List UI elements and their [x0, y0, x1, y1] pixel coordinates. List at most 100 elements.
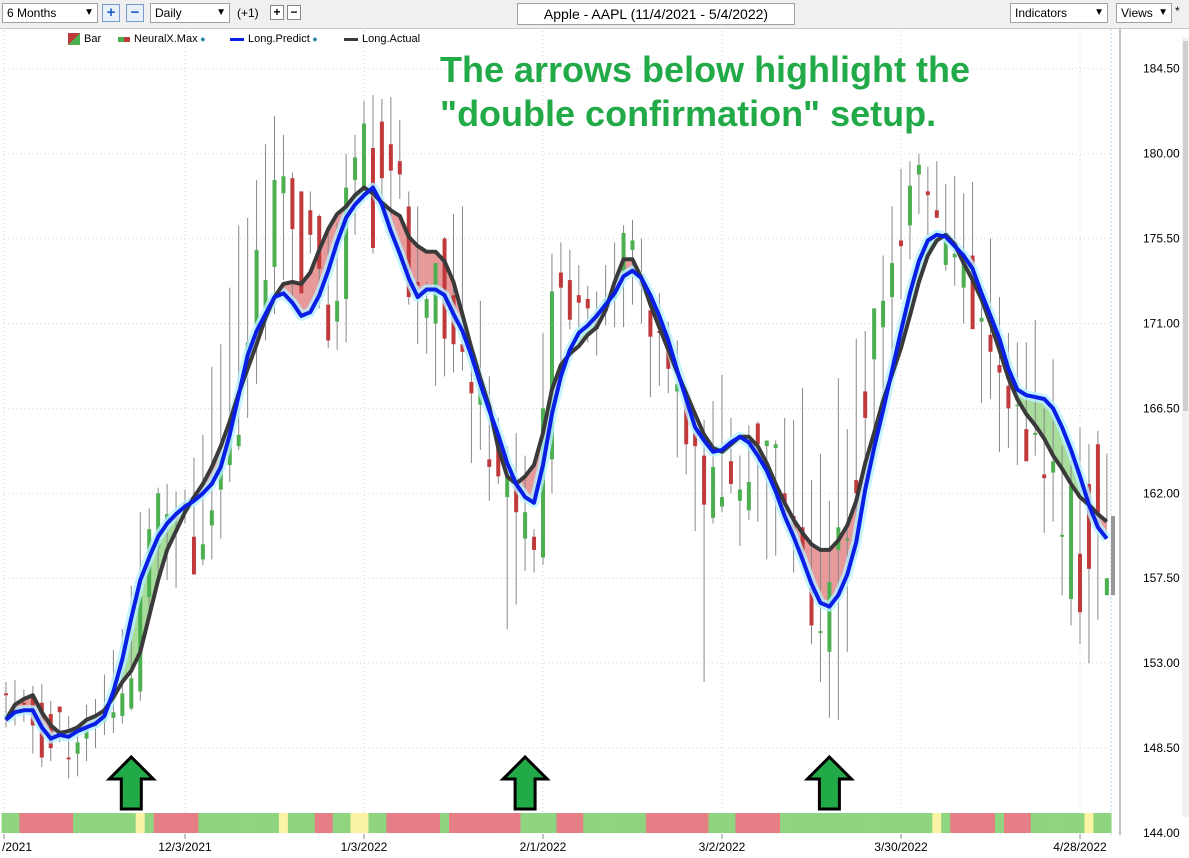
- signal-cell: [690, 813, 700, 833]
- signal-cell: [601, 813, 611, 833]
- views-select[interactable]: Views ▼: [1116, 3, 1172, 23]
- signal-cell: [314, 813, 324, 833]
- period-select[interactable]: 6 Months ▼: [2, 3, 98, 23]
- indicators-select[interactable]: Indicators ▼: [1010, 3, 1108, 23]
- legend-bar[interactable]: Bar: [68, 33, 102, 46]
- legend-long-actual[interactable]: Long.Actual: [344, 33, 420, 45]
- signal-cell: [771, 813, 781, 833]
- signal-cell: [583, 813, 593, 833]
- candle-body: [335, 300, 340, 322]
- interval-select[interactable]: Daily ▼: [150, 3, 230, 23]
- candle-body: [746, 482, 751, 511]
- line-swatch-icon: [344, 37, 358, 41]
- candle-body: [442, 238, 447, 339]
- candle-body: [272, 180, 277, 267]
- candle-body: [1024, 429, 1029, 462]
- candle-body: [952, 253, 957, 258]
- views-star: *: [1175, 4, 1180, 18]
- signal-cell: [475, 813, 486, 833]
- symbol-title[interactable]: Apple - AAPL (11/4/2021 - 5/4/2022): [517, 3, 795, 25]
- candle-body: [111, 712, 116, 718]
- candle-body: [200, 544, 205, 560]
- signal-cell: [493, 813, 503, 833]
- signal-cell: [1048, 813, 1058, 833]
- plus-icon: +: [273, 5, 281, 19]
- candle-body: [505, 472, 510, 498]
- signal-cell: [565, 813, 575, 833]
- signal-cell: [977, 813, 987, 833]
- zoom-out-button[interactable]: −: [126, 4, 144, 22]
- signal-cell: [395, 813, 405, 833]
- price-chart[interactable]: 184.50 180.00 175.50 171.00 166.50 162.00 157.…: [0, 29, 1189, 858]
- signal-cell: [762, 813, 772, 833]
- candle-body: [764, 440, 769, 447]
- signal-cell: [404, 813, 414, 833]
- candle-body: [254, 249, 259, 326]
- signal-cell: [73, 813, 83, 833]
- candle-body: [961, 251, 966, 288]
- signal-cell: [1057, 813, 1067, 833]
- candle-body: [156, 493, 161, 549]
- candle-body: [487, 459, 492, 467]
- candle-body: [899, 240, 903, 247]
- up-arrow-icon: [105, 754, 157, 811]
- signal-cell: [663, 813, 673, 833]
- signal-cell: [735, 813, 745, 833]
- legend-label: Long.Predict: [248, 33, 310, 45]
- candle-body: [943, 240, 948, 265]
- interval-label: Daily: [155, 6, 182, 20]
- signal-cell: [37, 813, 47, 833]
- signal-cell: [1, 813, 11, 833]
- signal-cell: [189, 813, 199, 833]
- signal-cell: [1003, 813, 1014, 833]
- signal-cell: [440, 813, 450, 833]
- candle-body: [549, 291, 554, 460]
- offset-minus-button[interactable]: −: [287, 5, 301, 20]
- signal-cell: [628, 813, 638, 833]
- signal-cell: [1075, 813, 1085, 833]
- candle-body: [120, 693, 125, 717]
- offset-plus-button[interactable]: +: [270, 5, 284, 20]
- candle-body: [576, 295, 581, 303]
- signal-cell: [296, 813, 307, 833]
- signal-cell: [359, 813, 369, 833]
- candle-body: [344, 187, 349, 299]
- y-tick-label: 153.00: [1143, 656, 1180, 670]
- candle-body: [728, 461, 733, 484]
- candle-body: [1015, 404, 1020, 407]
- candle-body: [514, 478, 519, 513]
- candle-body: [1051, 461, 1056, 473]
- signal-cell: [91, 813, 101, 833]
- candle-body: [585, 298, 590, 309]
- candle-body: [406, 206, 411, 298]
- minus-icon: −: [290, 5, 298, 19]
- signal-cell: [216, 813, 226, 833]
- signal-cell: [82, 813, 92, 833]
- candle-body: [818, 631, 823, 633]
- signal-cell: [717, 813, 727, 833]
- candle-body: [621, 232, 626, 273]
- signal-cell: [108, 813, 119, 833]
- info-dot-icon: ●: [309, 34, 318, 44]
- signal-cell: [556, 813, 566, 833]
- candle-body: [532, 536, 537, 550]
- signal-cell: [270, 813, 280, 833]
- signal-cell: [117, 813, 128, 833]
- period-label: 6 Months: [7, 6, 57, 20]
- signal-cell: [681, 813, 691, 833]
- signal-cell: [484, 813, 494, 833]
- legend-neuralx[interactable]: NeuralX.Max ●: [118, 33, 206, 45]
- legend-long-predict[interactable]: Long.Predict ●: [230, 33, 318, 45]
- candle-body: [523, 512, 528, 539]
- signal-cell: [833, 813, 844, 833]
- signal-cell: [502, 813, 512, 833]
- zoom-in-button[interactable]: +: [102, 4, 120, 22]
- candle-body: [675, 383, 680, 392]
- legend-label: Bar: [84, 33, 102, 45]
- signal-cell: [252, 813, 262, 833]
- signal-cell: [726, 813, 736, 833]
- candle-body: [1086, 483, 1091, 569]
- signal-cell: [323, 813, 333, 833]
- signal-cell: [28, 813, 38, 833]
- candle-body: [57, 706, 62, 713]
